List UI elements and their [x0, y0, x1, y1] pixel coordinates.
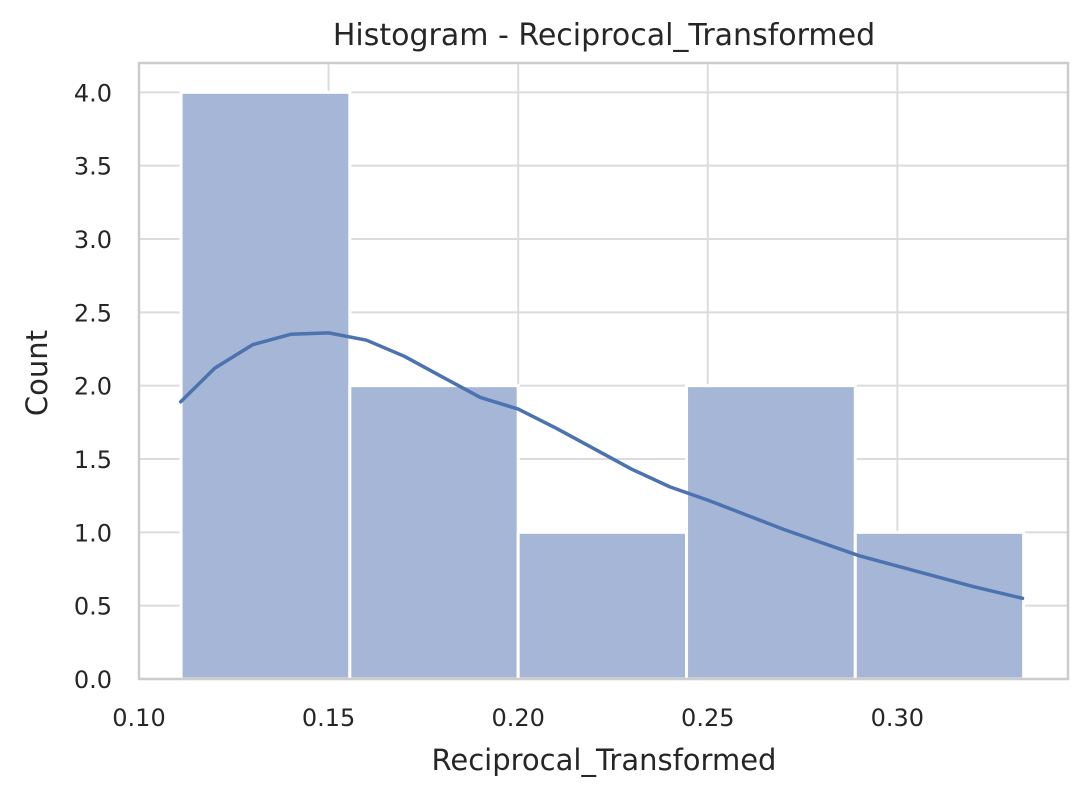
histogram-bar — [516, 530, 689, 681]
kde-layer — [178, 331, 1025, 601]
y-tick-label: 0.5 — [74, 593, 112, 621]
bars-layer — [179, 90, 1026, 681]
y-tick-label: 0.0 — [74, 666, 112, 694]
chart-title: Histogram - Reciprocal_Transformed — [333, 18, 875, 53]
histogram-bar — [179, 90, 352, 681]
y-tick-label: 2.5 — [74, 299, 112, 327]
y-axis-label: Count — [20, 330, 54, 416]
y-tick-label: 1.0 — [74, 519, 112, 547]
x-axis-label: Reciprocal_Transformed — [432, 743, 777, 777]
x-tick-label: 0.15 — [302, 704, 355, 732]
x-tick-label: 0.20 — [491, 704, 544, 732]
y-tick-label: 3.5 — [74, 153, 112, 181]
x-ticks: 0.10 0.15 0.20 0.25 0.30 — [112, 704, 924, 732]
kde-line — [178, 331, 1025, 601]
histogram-bar — [853, 530, 1026, 681]
plot-frame — [137, 61, 1070, 681]
y-tick-label: 4.0 — [74, 79, 112, 107]
y-ticks: 0.0 0.5 1.0 1.5 2.0 2.5 3.0 3.5 4.0 — [74, 79, 112, 694]
y-tick-label: 3.0 — [74, 226, 112, 254]
x-tick-label: 0.25 — [681, 704, 734, 732]
x-tick-label: 0.10 — [112, 704, 165, 732]
histogram-bar — [685, 384, 857, 681]
y-tick-label: 2.0 — [74, 373, 112, 401]
x-tick-label: 0.30 — [871, 704, 924, 732]
histogram-bar — [348, 384, 520, 681]
y-tick-label: 1.5 — [74, 446, 112, 474]
